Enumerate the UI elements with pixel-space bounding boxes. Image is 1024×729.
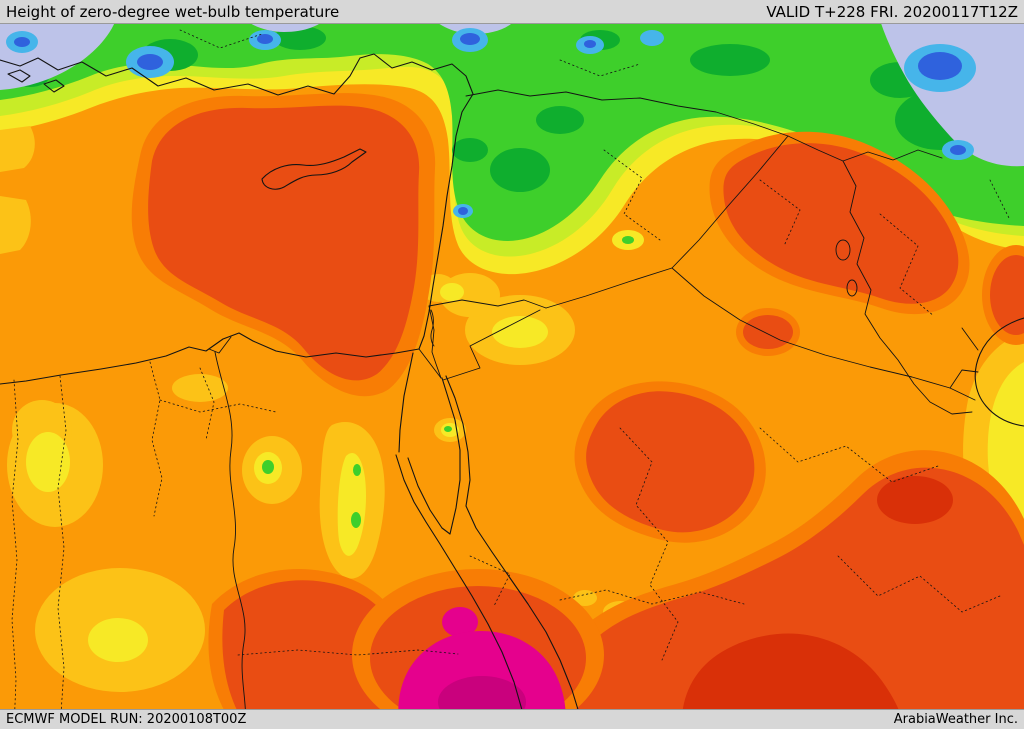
- north-green-band: [0, 14, 1024, 241]
- dead-sea: [430, 309, 435, 347]
- model-run-label: ECMWF MODEL RUN: 20200108T00Z: [6, 712, 247, 727]
- jordan-saudi-border: [442, 309, 541, 381]
- coastline-layer: [0, 53, 1024, 729]
- central-arabia-red-region: [586, 391, 755, 533]
- iraq-lake-tharthar: [835, 239, 851, 261]
- country-border-layer: [418, 89, 979, 415]
- blue-cores: [14, 33, 966, 215]
- southwest-red-region: [222, 580, 402, 729]
- iraq-saudi-border: [671, 267, 976, 401]
- persian-gulf-coastline: [974, 317, 1024, 427]
- iraq-iran-border: [842, 160, 973, 415]
- turkey-iraq-iran-border: [842, 149, 943, 162]
- small-green-spots: [262, 236, 634, 528]
- gulf-of-suez-west-red-sea-west-coastline: [395, 454, 527, 729]
- syria-iraq-border: [671, 135, 789, 269]
- map-header-bar: Height of zero-degree wet-bulb temperatu…: [0, 0, 1024, 24]
- sinai-yellow-core: [337, 452, 367, 556]
- gulf-of-aqaba-red-sea-east-coastline: [445, 375, 585, 729]
- admin-border-layer: [11, 29, 1011, 729]
- egypt-sudan-border: [237, 649, 459, 656]
- shatt-al-arab-river: [961, 327, 979, 351]
- egypt-israel-border: [418, 348, 442, 379]
- anatolia-levant-egypt-coastline: [0, 53, 474, 385]
- cyprus-outline: [261, 148, 367, 190]
- southeast-red-region: [561, 467, 1024, 729]
- jordan-iraq-border: [545, 267, 673, 309]
- map-title: Height of zero-degree wet-bulb temperatu…: [6, 2, 340, 21]
- river-layer: [208, 336, 246, 729]
- sinai-coastline: [407, 377, 461, 535]
- syria-jordan-border: [428, 299, 547, 309]
- mediterranean-red-region: [148, 105, 420, 381]
- aegean-islands: [7, 69, 65, 93]
- suez-canal: [398, 352, 414, 453]
- kuwait-border: [949, 369, 979, 389]
- nile-river: [214, 351, 246, 729]
- valid-time-label: VALID T+228 FRI. 20200117T12Z: [766, 2, 1018, 21]
- attribution-label: ArabiaWeather Inc.: [893, 712, 1018, 727]
- nile-delta-branches: [208, 336, 232, 354]
- map-footer-bar: ECMWF MODEL RUN: 20200108T00Z ArabiaWeat…: [0, 709, 1024, 729]
- iraq-lake-razzaza: [846, 279, 858, 297]
- turkey-syria-border: [465, 89, 844, 162]
- israel-jordan-border: [428, 305, 442, 379]
- iraq-red-region: [723, 143, 959, 304]
